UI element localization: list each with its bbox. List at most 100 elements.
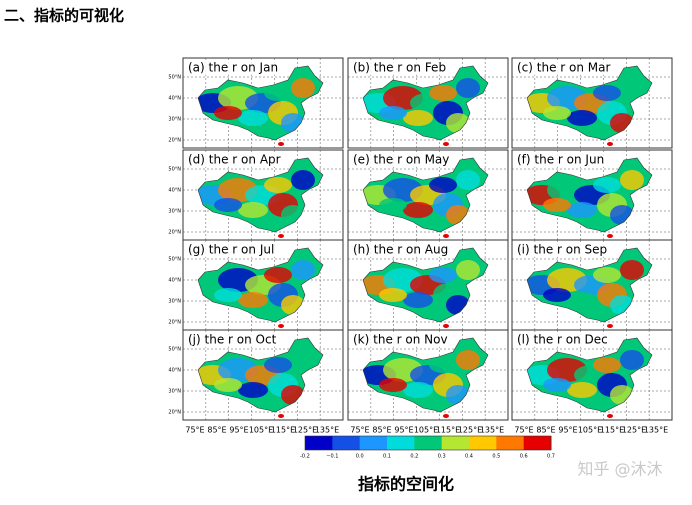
map-region: [238, 382, 268, 398]
map-panel: (l) the r on Dec: [511, 329, 673, 421]
hainan: [607, 324, 613, 328]
title-box: [514, 60, 612, 75]
panel-title: (f) the r on Jun: [517, 153, 604, 167]
map-panel: (f) the r on Jun: [511, 149, 673, 241]
colorbar-segment: [387, 436, 415, 450]
lat-label: 40°N: [168, 278, 181, 284]
map-panel: (i) the r on Sep: [511, 239, 673, 331]
map-region: [620, 260, 644, 280]
title-box: [185, 332, 283, 347]
figure-caption: 指标的空间化: [358, 475, 454, 494]
lon-label: 125°E: [622, 426, 646, 435]
map-region: [567, 292, 597, 308]
map-region: [456, 350, 480, 370]
lat-label: 30°N: [168, 389, 181, 395]
map-panel: (j) the r on Oct: [182, 329, 344, 421]
map-panel: (b) the r on Feb: [347, 57, 509, 149]
colorbar-tick-label: 0.6: [520, 454, 528, 460]
map-region: [620, 170, 644, 190]
map-region: [403, 110, 433, 126]
panel-title: (l) the r on Dec: [517, 333, 608, 347]
map-region: [403, 292, 433, 308]
lon-label: 125°E: [458, 426, 482, 435]
colorbar-tick-label: 0.1: [383, 454, 391, 460]
lat-label: 30°N: [168, 209, 181, 215]
colorbar-segment: [523, 436, 552, 450]
map-outline: [197, 157, 324, 233]
lon-label: 115°E: [436, 426, 460, 435]
colorbar-segment: [332, 436, 361, 450]
hainan: [443, 324, 449, 328]
map-region: [214, 198, 242, 212]
map-region: [291, 78, 315, 98]
map-outline: [526, 337, 653, 413]
map-region: [264, 177, 292, 193]
map-region: [593, 357, 621, 373]
map-outline: [362, 247, 489, 323]
map-outline: [526, 247, 653, 323]
map-panel: (e) the r on May: [347, 149, 509, 241]
map-outline: [526, 65, 653, 141]
title-box: [514, 242, 612, 257]
lat-label: 20°N: [168, 410, 181, 416]
map-outline: [362, 337, 489, 413]
lon-label: 115°E: [271, 426, 295, 435]
map-region: [379, 198, 407, 212]
map-region: [567, 110, 597, 126]
hainan: [278, 414, 284, 418]
lon-label: 125°E: [293, 426, 317, 435]
title-box: [185, 152, 283, 167]
lon-label: 85°E: [207, 426, 226, 435]
lat-label: 30°N: [168, 299, 181, 305]
map-region: [379, 288, 407, 302]
hainan: [443, 414, 449, 418]
map-region: [593, 177, 621, 193]
lon-label: 135°E: [480, 426, 504, 435]
map-outline: [526, 157, 653, 233]
lat-label: 50°N: [168, 167, 181, 173]
map-panel: (c) the r on Mar: [511, 57, 673, 149]
lon-label: 135°E: [315, 426, 339, 435]
colorbar-tick-label: 0.0: [356, 454, 364, 460]
map-region: [214, 106, 242, 120]
colorbar-segment: [441, 436, 470, 450]
title-box: [514, 152, 612, 167]
map-region: [620, 350, 644, 370]
map-region: [456, 78, 480, 98]
map-outline: [197, 337, 324, 413]
hainan: [278, 324, 284, 328]
map-region: [291, 170, 315, 190]
map-region: [214, 378, 242, 392]
map-region: [264, 357, 292, 373]
hainan: [443, 234, 449, 238]
colorbar-segment: [359, 436, 388, 450]
lon-label: 115°E: [600, 426, 624, 435]
map-panel: (d) the r on Apr: [182, 149, 344, 241]
map-region: [543, 106, 571, 120]
panel-title: (a) the r on Jan: [188, 61, 278, 75]
lon-label: 75°E: [350, 426, 369, 435]
lon-label: 105°E: [578, 426, 602, 435]
lon-label: 105°E: [414, 426, 438, 435]
colorbar-tick-label: 0.7: [547, 454, 555, 460]
title-box: [350, 332, 448, 347]
map-region: [379, 378, 407, 392]
lon-label: 95°E: [558, 426, 577, 435]
lat-label: 50°N: [168, 75, 181, 81]
map-region: [456, 260, 480, 280]
map-region: [429, 267, 457, 283]
colorbar-tick-label: 0.4: [465, 454, 473, 460]
colorbar-segment: [305, 436, 333, 450]
map-region: [567, 202, 597, 218]
map-outline: [197, 247, 324, 323]
lon-label: 105°E: [249, 426, 273, 435]
lat-label: 20°N: [168, 138, 181, 144]
colorbar-tick-label: -0.2: [300, 454, 310, 460]
hainan: [607, 234, 613, 238]
hainan: [278, 234, 284, 238]
lon-label: 95°E: [394, 426, 413, 435]
panel-title: (e) the r on May: [353, 153, 449, 167]
lat-label: 30°N: [168, 117, 181, 123]
